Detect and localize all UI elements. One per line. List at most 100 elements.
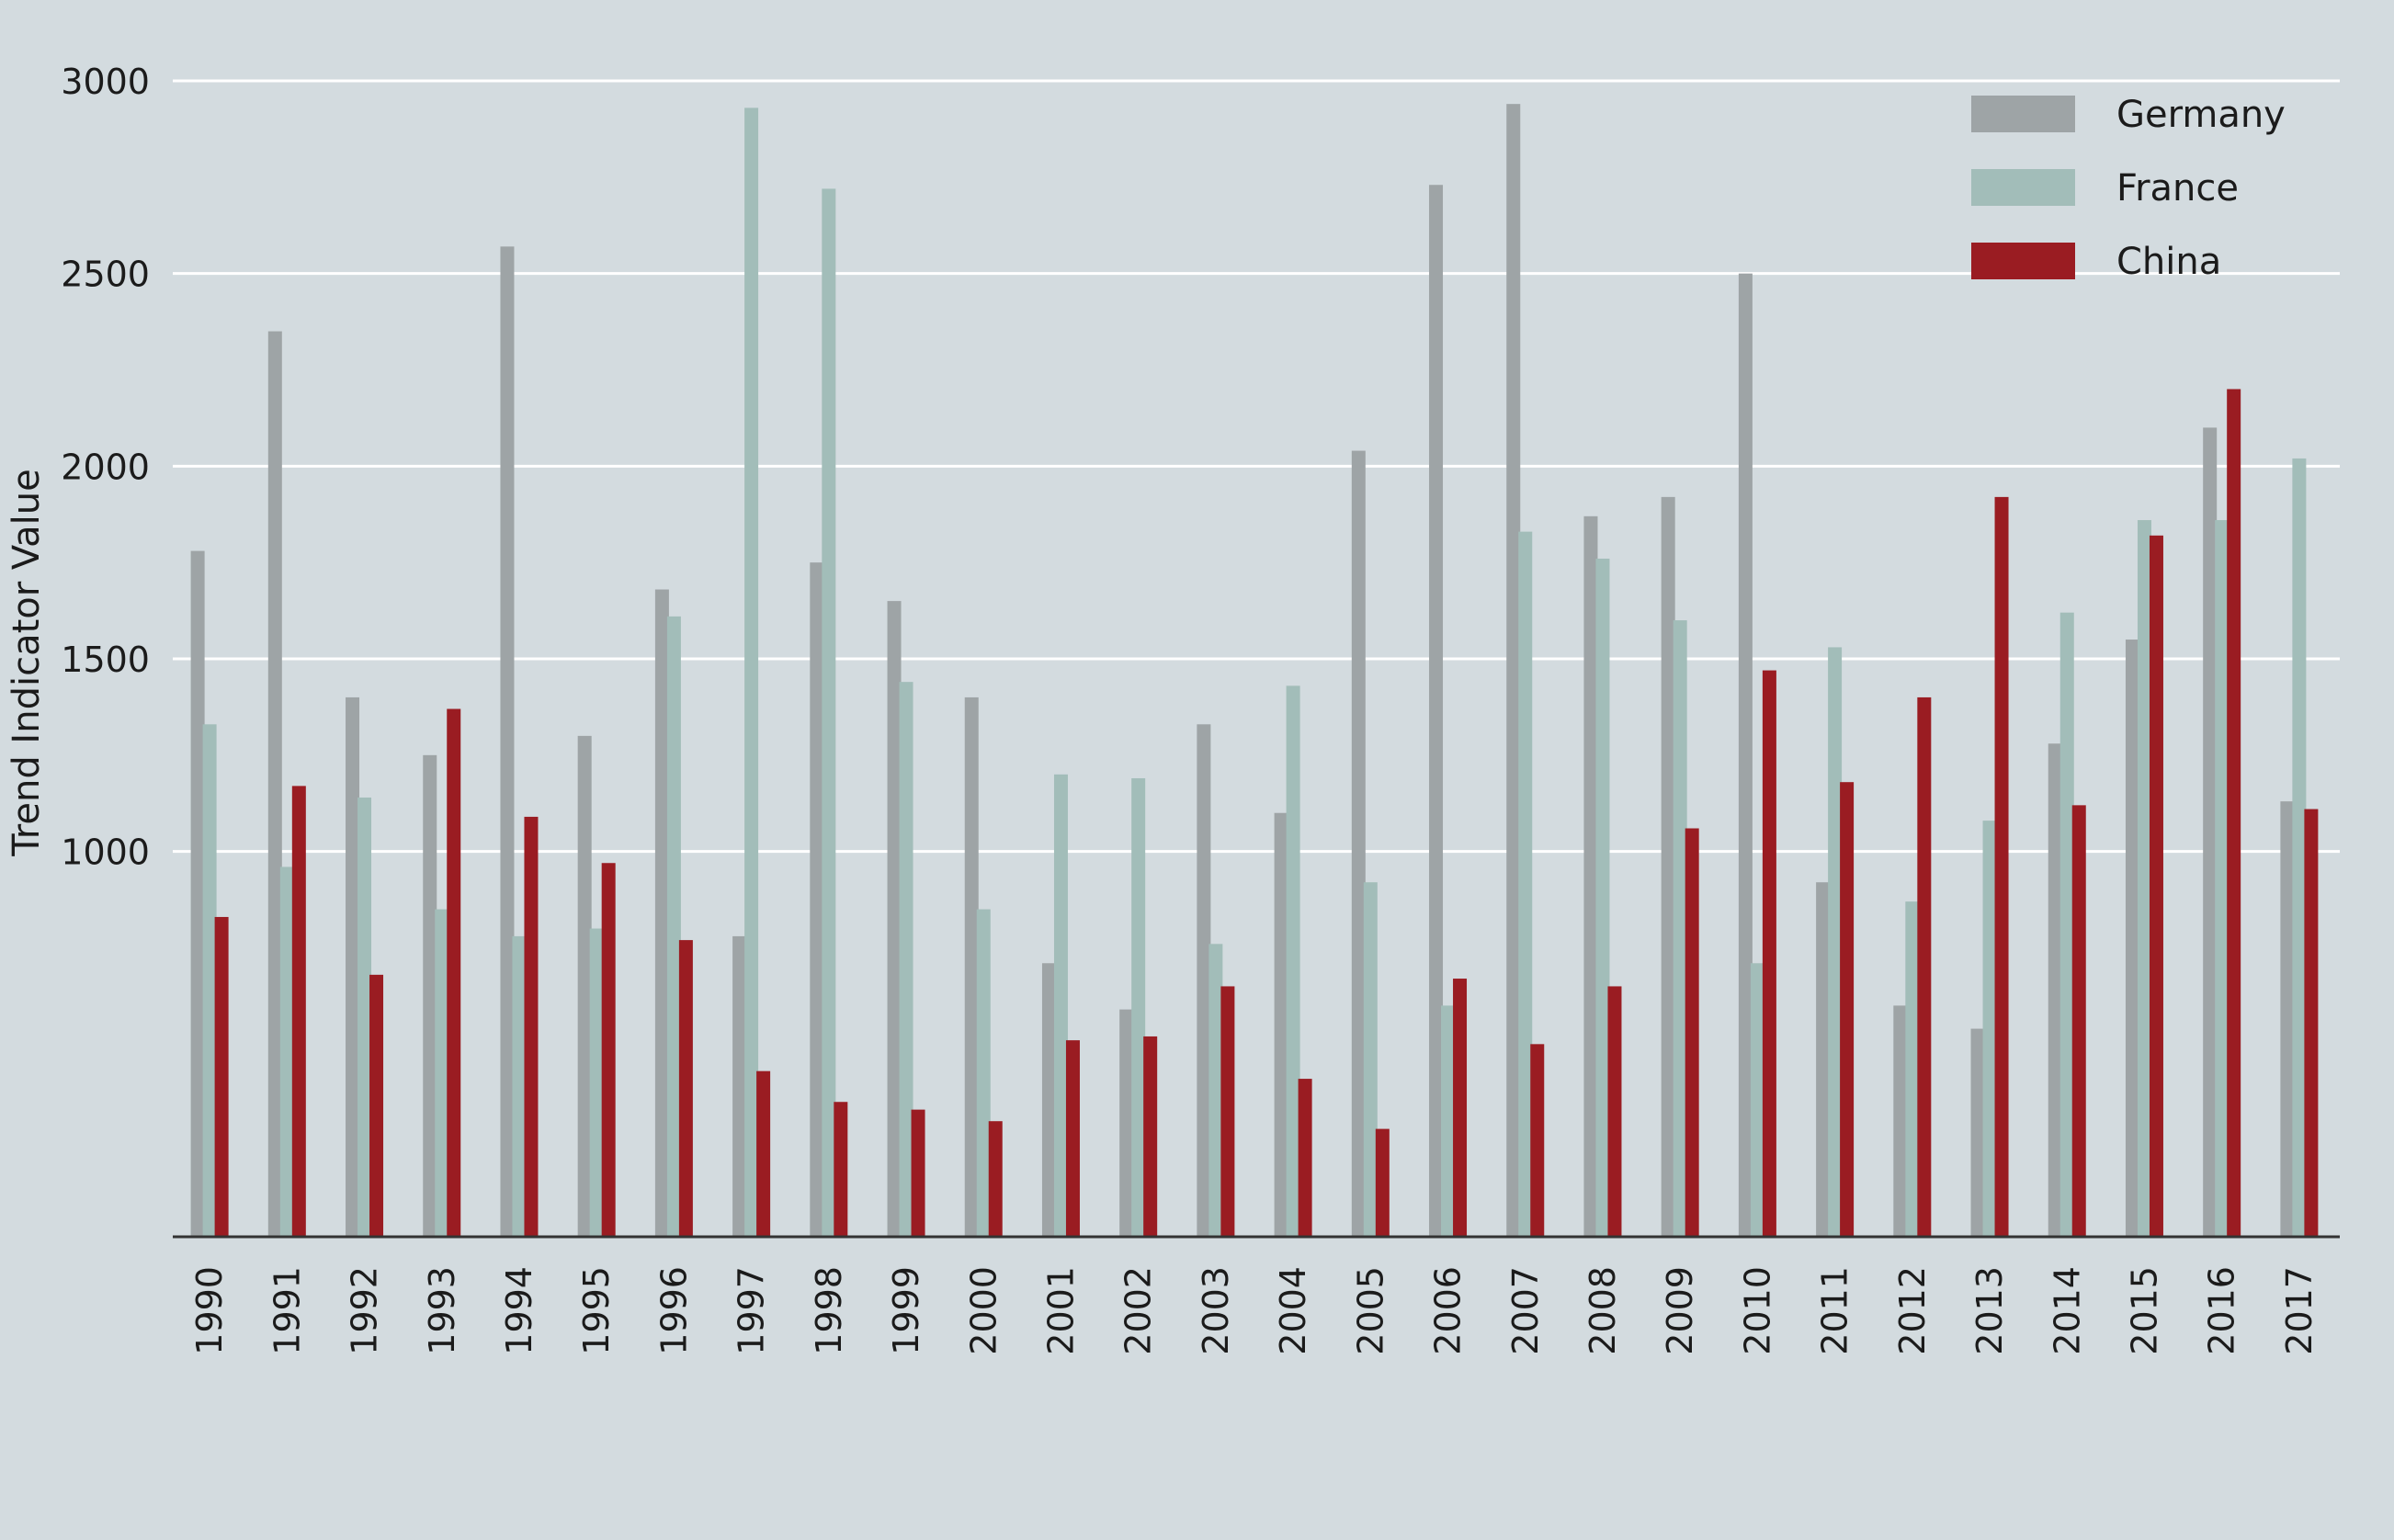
bar-china-1993 xyxy=(447,708,461,1237)
y-tick-label: 2500 xyxy=(61,255,150,295)
bar-france-2007 xyxy=(1518,531,1533,1237)
bar-china-1992 xyxy=(369,974,384,1237)
bar-germany-1993 xyxy=(423,754,437,1237)
bar-germany-2007 xyxy=(1506,104,1521,1237)
bar-germany-2005 xyxy=(1351,450,1366,1237)
x-tick-label: 2006 xyxy=(1428,1266,1469,1355)
x-tick-label: 2010 xyxy=(1737,1266,1777,1355)
x-tick-label: 2014 xyxy=(2047,1266,2087,1355)
bar-china-2016 xyxy=(2227,389,2241,1237)
bar-germany-1994 xyxy=(500,246,515,1237)
bar-germany-2002 xyxy=(1119,1009,1134,1237)
x-tick-label: 2008 xyxy=(1583,1266,1623,1355)
bar-china-2000 xyxy=(988,1121,1003,1237)
bar-germany-2015 xyxy=(2125,640,2139,1237)
bar-france-1991 xyxy=(279,866,294,1237)
bar-china-2004 xyxy=(1298,1079,1312,1237)
x-tick-label: 2016 xyxy=(2202,1266,2242,1355)
legend-swatch-china xyxy=(1971,243,2075,279)
y-tick-label: 2000 xyxy=(61,447,150,487)
bar-germany-2006 xyxy=(1429,185,1444,1238)
bar-china-2007 xyxy=(1530,1044,1545,1237)
x-tick-label: 1991 xyxy=(267,1266,307,1355)
bar-germany-2008 xyxy=(1583,515,1598,1237)
bar-china-2008 xyxy=(1607,986,1622,1237)
y-axis-ticks: 1000 1500 2000 2500 3000 xyxy=(61,62,150,873)
legend-label-germany: Germany xyxy=(2116,94,2286,136)
bar-france-2015 xyxy=(2137,520,2151,1237)
bar-china-2015 xyxy=(2149,535,2163,1237)
bar-germany-2014 xyxy=(2048,743,2062,1237)
bar-france-2000 xyxy=(976,909,991,1237)
bar-china-2010 xyxy=(1762,670,1776,1237)
bar-germany-2004 xyxy=(1274,812,1288,1237)
bar-germany-1998 xyxy=(810,562,824,1237)
x-tick-label: 2009 xyxy=(1660,1266,1700,1355)
bar-france-1990 xyxy=(202,724,217,1237)
x-tick-label: 2011 xyxy=(1815,1266,1855,1355)
bars xyxy=(190,104,2319,1238)
bar-germany-2003 xyxy=(1197,724,1211,1237)
bar-germany-2000 xyxy=(964,696,979,1237)
bar-china-2003 xyxy=(1220,986,1235,1237)
bar-france-2003 xyxy=(1208,944,1223,1237)
x-tick-label: 2003 xyxy=(1196,1266,1236,1355)
legend: Germany France China xyxy=(1971,94,2286,283)
bar-china-1991 xyxy=(291,786,306,1237)
bar-france-2014 xyxy=(2059,612,2074,1237)
bar-china-2014 xyxy=(2071,805,2086,1237)
bar-china-1999 xyxy=(911,1109,925,1237)
bar-germany-1991 xyxy=(267,331,282,1238)
bar-china-2002 xyxy=(1143,1036,1158,1237)
bar-germany-2009 xyxy=(1661,496,1675,1237)
x-tick-label: 1997 xyxy=(732,1266,772,1355)
y-axis-label: Trend Indicator Value xyxy=(6,469,48,857)
bar-germany-1996 xyxy=(654,589,669,1237)
bar-france-2016 xyxy=(2215,520,2229,1237)
bar-china-2006 xyxy=(1453,979,1468,1237)
x-axis-ticks: 1990 1991 1992 1993 1994 1995 1996 1997 1998 1999… xyxy=(189,1266,2320,1355)
bar-germany-2013 xyxy=(1970,1028,1985,1237)
y-tick-label: 3000 xyxy=(61,62,150,102)
bar-china-2009 xyxy=(1685,828,1699,1237)
legend-swatch-france xyxy=(1971,169,2075,206)
bar-germany-1997 xyxy=(732,935,747,1237)
bar-china-1990 xyxy=(214,916,229,1237)
bar-france-2017 xyxy=(2292,458,2307,1237)
bar-germany-2012 xyxy=(1893,1005,1908,1237)
legend-label-france: France xyxy=(2116,167,2239,209)
x-tick-label: 1992 xyxy=(345,1266,385,1355)
x-tick-label: 2007 xyxy=(1505,1266,1546,1355)
x-tick-label: 2013 xyxy=(1969,1266,2010,1355)
bar-france-2006 xyxy=(1441,1005,1456,1237)
bar-germany-1992 xyxy=(346,696,360,1237)
bar-germany-2017 xyxy=(2280,801,2295,1237)
bar-china-2013 xyxy=(1994,496,2009,1237)
x-tick-label: 1994 xyxy=(499,1266,539,1355)
bar-france-2009 xyxy=(1673,620,1687,1237)
bar-germany-2016 xyxy=(2203,427,2218,1237)
x-tick-label: 1995 xyxy=(576,1266,617,1355)
x-tick-label: 2017 xyxy=(2279,1266,2320,1355)
bar-china-1995 xyxy=(601,863,616,1237)
bar-france-1994 xyxy=(512,935,527,1237)
bar-france-1999 xyxy=(899,682,913,1237)
x-tick-label: 2004 xyxy=(1273,1266,1313,1355)
bar-france-2008 xyxy=(1595,558,1610,1237)
x-tick-label: 1999 xyxy=(886,1266,926,1355)
x-tick-label: 2002 xyxy=(1118,1266,1159,1355)
bar-germany-1995 xyxy=(577,735,592,1237)
bar-france-1995 xyxy=(589,928,604,1237)
bar-france-1998 xyxy=(822,188,836,1237)
x-tick-label: 2015 xyxy=(2124,1266,2164,1355)
bar-china-2012 xyxy=(1917,696,1932,1237)
bar-china-1998 xyxy=(834,1102,848,1237)
bar-germany-2001 xyxy=(1041,963,1056,1237)
y-tick-label: 1500 xyxy=(61,640,150,680)
x-tick-label: 1996 xyxy=(653,1266,694,1355)
bar-china-1997 xyxy=(756,1070,771,1237)
bar-france-1997 xyxy=(744,108,759,1238)
bar-france-2002 xyxy=(1131,777,1146,1237)
